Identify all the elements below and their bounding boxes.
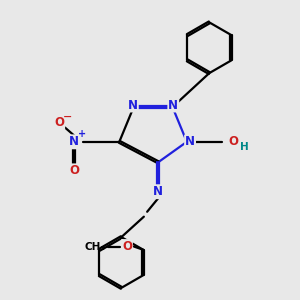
- Text: N: N: [69, 135, 79, 148]
- Text: O: O: [122, 240, 132, 253]
- Text: CH₃: CH₃: [84, 242, 105, 251]
- Text: N: N: [185, 135, 195, 148]
- Text: O: O: [54, 116, 64, 129]
- Text: N: N: [153, 185, 163, 198]
- Text: −: −: [63, 112, 72, 122]
- Text: O: O: [228, 135, 238, 148]
- Text: +: +: [78, 130, 87, 140]
- Text: H: H: [240, 142, 248, 152]
- Text: N: N: [128, 98, 138, 112]
- Text: N: N: [168, 98, 178, 112]
- Text: O: O: [69, 164, 79, 177]
